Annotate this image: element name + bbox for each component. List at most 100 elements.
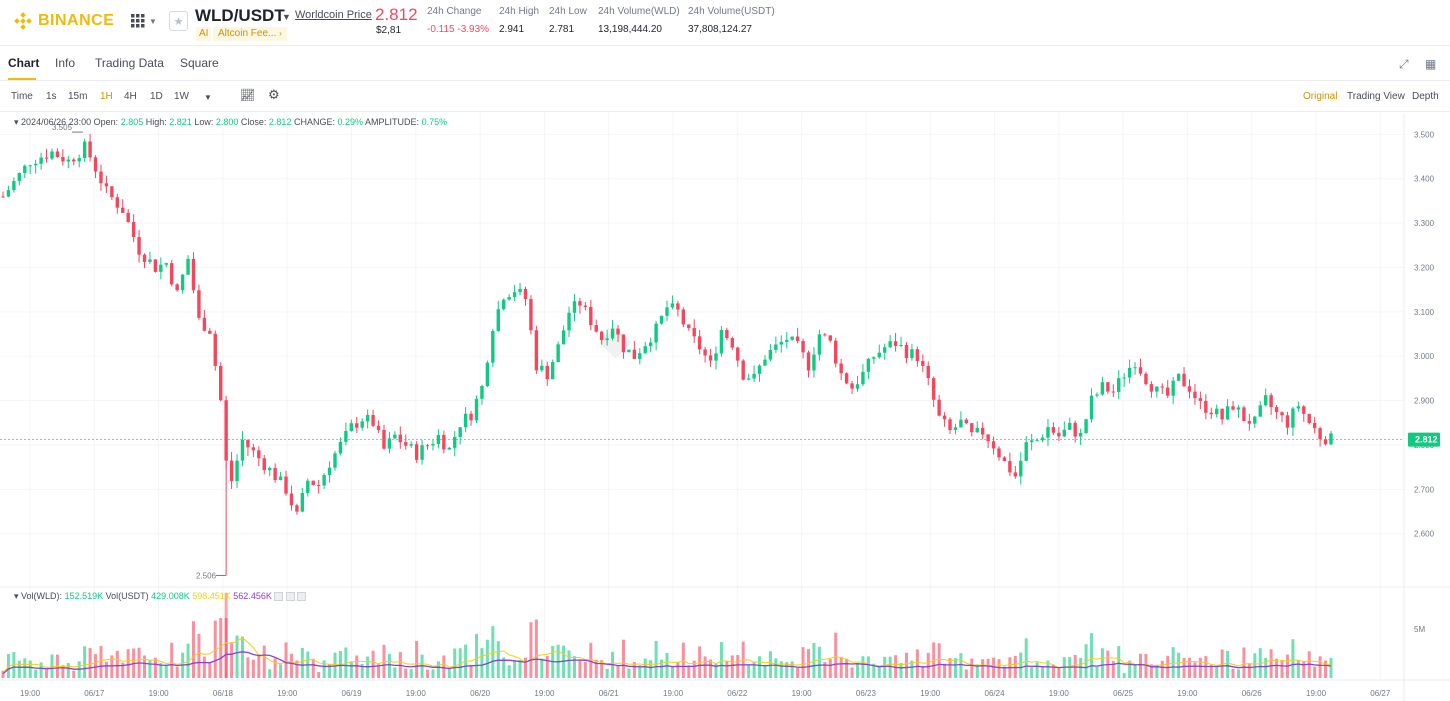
- tab-square[interactable]: Square: [180, 56, 219, 70]
- volume-bar: [230, 642, 234, 678]
- volume-bar: [191, 621, 195, 678]
- vol-setting-icon[interactable]: [285, 592, 295, 602]
- stat-label: 24h Low: [549, 6, 587, 17]
- volume-bar: [1111, 661, 1115, 678]
- volume-bar: [311, 658, 315, 678]
- volume-bar: [1024, 638, 1028, 678]
- stat-24h-volume-usdt: 24h Volume(USDT) 37,808,124.27: [688, 6, 775, 35]
- candle-body: [1242, 407, 1246, 422]
- volume-bar: [518, 660, 522, 678]
- volume-bar: [855, 663, 859, 678]
- tag-ai[interactable]: AI: [196, 27, 212, 41]
- volume-bar: [72, 670, 76, 678]
- volume-bar: [774, 658, 778, 678]
- candle-body: [458, 427, 462, 438]
- volume-bar: [23, 658, 27, 678]
- stat-value: 13,198,444.20: [598, 24, 662, 35]
- tab-info[interactable]: Info: [55, 56, 76, 70]
- tab-chart[interactable]: Chart: [8, 56, 40, 70]
- volume-bar: [1296, 660, 1300, 678]
- volume-bar: [1002, 666, 1006, 678]
- interval-4h[interactable]: 4H: [124, 91, 137, 102]
- pair-name[interactable]: WLD/USDT: [195, 6, 285, 25]
- binance-logo[interactable]: BINANCE: [14, 12, 114, 30]
- candle-body: [170, 263, 174, 285]
- candle-body: [480, 386, 484, 399]
- volume-bar: [687, 665, 691, 678]
- candle-body: [1258, 405, 1262, 417]
- volume-bar: [790, 661, 794, 678]
- volume-bar: [289, 653, 293, 678]
- volume-bar: [823, 662, 827, 678]
- candle-body: [1236, 407, 1241, 410]
- ohlc-close: 2.812: [268, 117, 292, 127]
- vol-close-icon[interactable]: [297, 592, 307, 602]
- interval-15m[interactable]: 15m: [68, 91, 88, 102]
- candle-body: [1078, 432, 1083, 437]
- vol-setting-icon[interactable]: [274, 592, 284, 602]
- expand-icon[interactable]: ⤢: [1399, 57, 1409, 71]
- volume-bar: [779, 661, 783, 678]
- apps-menu-button[interactable]: ▼: [131, 14, 157, 28]
- volume-bar: [768, 651, 772, 678]
- volume-bar: [251, 659, 255, 678]
- volume-bar: [578, 659, 582, 678]
- interval-time[interactable]: Time: [11, 91, 33, 102]
- view-depth[interactable]: Depth: [1412, 91, 1439, 102]
- collapse-icon[interactable]: ▾: [14, 591, 19, 601]
- candle-body: [730, 338, 735, 348]
- min-price-label: 2.506: [196, 571, 217, 580]
- stat-label: 24h Volume(WLD): [598, 6, 680, 17]
- candle-body: [1296, 406, 1301, 409]
- pair-dropdown-icon[interactable]: ▼: [282, 12, 291, 22]
- collapse-icon[interactable]: ▾: [14, 117, 19, 127]
- candle-body: [349, 423, 354, 431]
- vol-usdt-label: Vol(USDT): [105, 591, 149, 601]
- volume-bar: [523, 657, 527, 678]
- interval-1d[interactable]: 1D: [150, 91, 163, 102]
- candle-body: [1318, 428, 1322, 440]
- time-tick-label: 06/23: [856, 689, 877, 698]
- tag-altcoin-feed[interactable]: Altcoin Fee... ›: [213, 27, 287, 41]
- interval-1w[interactable]: 1W: [174, 91, 189, 102]
- candle-body: [1024, 442, 1028, 461]
- axes: 3.500 3.400 3.300 3.200 3.100 3.000 2.900 2.800…: [0, 113, 1450, 701]
- volume-bar: [1313, 666, 1317, 678]
- volume-bar: [796, 667, 800, 678]
- view-original[interactable]: Original: [1303, 91, 1338, 102]
- interval-1h[interactable]: 1H: [100, 91, 113, 102]
- layout-icon[interactable]: ▦: [1425, 57, 1437, 71]
- tab-trading-data[interactable]: Trading Data: [95, 56, 164, 70]
- candle-body: [654, 323, 658, 343]
- time-tick-label: 19:00: [277, 689, 298, 698]
- settings-gear-icon[interactable]: ⚙: [268, 87, 280, 102]
- candle-body: [806, 352, 811, 371]
- candle-body: [463, 413, 468, 428]
- favorite-button[interactable]: ★: [169, 11, 188, 31]
- interval-1s[interactable]: 1s: [46, 91, 57, 102]
- volume-bar: [170, 642, 174, 678]
- candle-body: [1089, 395, 1094, 420]
- candle-body: [970, 423, 974, 433]
- volume-bar: [1171, 647, 1175, 678]
- candle-body: [708, 355, 713, 361]
- candle-body: [561, 330, 566, 345]
- candle-body: [431, 443, 435, 446]
- candle-body: [888, 341, 892, 348]
- view-trading-view[interactable]: Trading View: [1347, 91, 1405, 102]
- volume-bar: [605, 668, 609, 678]
- candle-body: [1247, 421, 1252, 424]
- candle-body: [681, 309, 686, 325]
- volume-bar: [992, 657, 996, 678]
- volume-bar: [1198, 657, 1202, 678]
- candle-body: [1084, 419, 1088, 433]
- candle-body: [186, 258, 190, 275]
- volume-bar: [273, 658, 277, 678]
- volume-bar: [34, 669, 38, 678]
- volume-bar: [126, 649, 130, 678]
- candle-body: [289, 493, 294, 506]
- candlestick-chart[interactable]: ◆ 3.500 3.400 3.300 3.200 3.100 3.000 2.900 2.8…: [0, 113, 1450, 701]
- indicator-icon[interactable]: 📈︎: [240, 88, 256, 102]
- worldcoin-price-link[interactable]: Worldcoin Price: [295, 9, 372, 21]
- interval-dropdown-icon[interactable]: ▼: [204, 93, 212, 102]
